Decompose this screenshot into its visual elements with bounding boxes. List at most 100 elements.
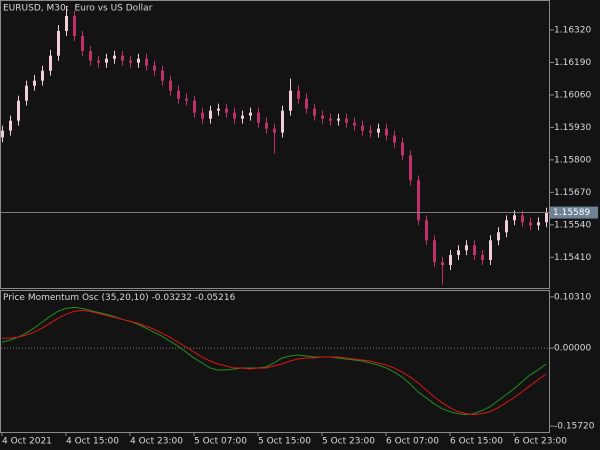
y-tick-label: 0.10310 [554,292,591,302]
y-tick-label: 1.15670 [554,188,591,198]
candle-body [217,108,220,111]
y-tick-label: 1.15930 [554,123,591,133]
candle-body [265,122,268,129]
candle-body [273,128,276,133]
candle-body [89,50,92,61]
candle-body [9,120,12,131]
candle-body [97,60,100,63]
candle-body [193,100,196,113]
indicator-line [1,306,547,416]
candle-body [353,122,356,126]
candle-body [505,220,508,233]
candle-body [425,220,428,241]
candle-body [337,118,340,121]
candle-body [377,128,380,133]
candle-body [393,135,396,143]
current-price-label: 1.15589 [553,208,590,218]
candle-body [25,85,28,101]
candle-body [201,112,204,119]
candle-body [409,155,412,181]
candle-body [433,240,436,263]
x-tick-label: 5 Oct 23:00 [322,437,375,447]
candle-body [361,125,364,131]
price-panel-frame [0,0,550,289]
y-tick-label: -0.15720 [554,422,595,432]
candle-body [129,60,132,63]
x-tick-label: 4 Oct 15:00 [66,437,119,447]
indicator-panel-frame [0,290,550,433]
candle-body [65,15,68,31]
candle-body [385,128,388,136]
candle-body [241,115,244,119]
candle-body [313,108,316,116]
x-tick-label: 6 Oct 23:00 [514,437,567,447]
candle-body [521,215,524,223]
candle-body [225,108,228,113]
candle-body [481,255,484,261]
candle-body [49,55,52,71]
candle-body [537,222,540,226]
current-price-box [550,206,598,219]
candle-body [545,212,548,223]
y-tick-label: 1.16190 [554,58,591,68]
y-tick-label: 1.15800 [554,155,591,165]
candle-body [257,112,260,123]
candle-body [297,90,300,99]
candle-body [233,112,236,119]
candle-body [113,55,116,59]
indicator-title: Price Momentum Osc (35,20,10) -0.03232 -… [3,293,236,303]
candle-body [465,245,468,251]
candle-body [105,58,108,63]
candle-body [281,110,284,133]
candle-body [497,232,500,241]
candle-body [457,250,460,256]
y-tick-label: 0.00000 [554,344,591,354]
candle-body [33,80,36,86]
y-tick-label: 1.16060 [554,90,591,100]
candle-body [1,130,4,138]
candle-body [401,142,404,156]
candle-body [369,130,372,133]
candle-body [249,112,252,116]
candle-body [473,245,476,256]
indicator-name: Price Momentum Osc (35,20,10) [3,293,149,303]
indicator-value: -0.05216 [195,293,236,303]
x-tick-label: 4 Oct 2021 [2,437,52,447]
candle-body [73,15,76,36]
candle-body [177,90,180,99]
y-tick-label: 1.15540 [554,220,591,230]
candle-body [185,98,188,101]
candle-body [489,240,492,261]
y-tick-label: 1.16320 [554,25,591,35]
candle-body [41,70,44,81]
x-tick-label: 6 Oct 07:00 [386,437,439,447]
candle-body [209,110,212,119]
candle-body [137,58,140,63]
candle-body [57,30,60,56]
x-tick-label: 4 Oct 23:00 [130,437,183,447]
indicator-value: -0.03232 [152,293,192,303]
candle-body [169,80,172,91]
candle-body [441,262,444,266]
candle-body [329,118,332,121]
candle-body [289,90,292,111]
candle-body [449,255,452,266]
candle-body [417,180,420,221]
chart-title: EURUSD, M30: Euro vs US Dollar [3,4,153,14]
x-tick-label: 6 Oct 15:00 [450,437,503,447]
indicator-line [2,309,547,416]
candle-body [345,118,348,123]
candle-body [529,222,532,226]
candle-body [305,98,308,109]
candle-body [321,115,324,119]
candle-body [513,215,516,221]
x-tick-label: 5 Oct 15:00 [258,437,311,447]
candle-body [81,35,84,51]
candle-body [153,65,156,71]
candle-body [161,70,164,81]
x-tick-label: 5 Oct 07:00 [194,437,247,447]
candle-body [145,58,148,66]
y-tick-label: 1.15410 [554,253,591,263]
